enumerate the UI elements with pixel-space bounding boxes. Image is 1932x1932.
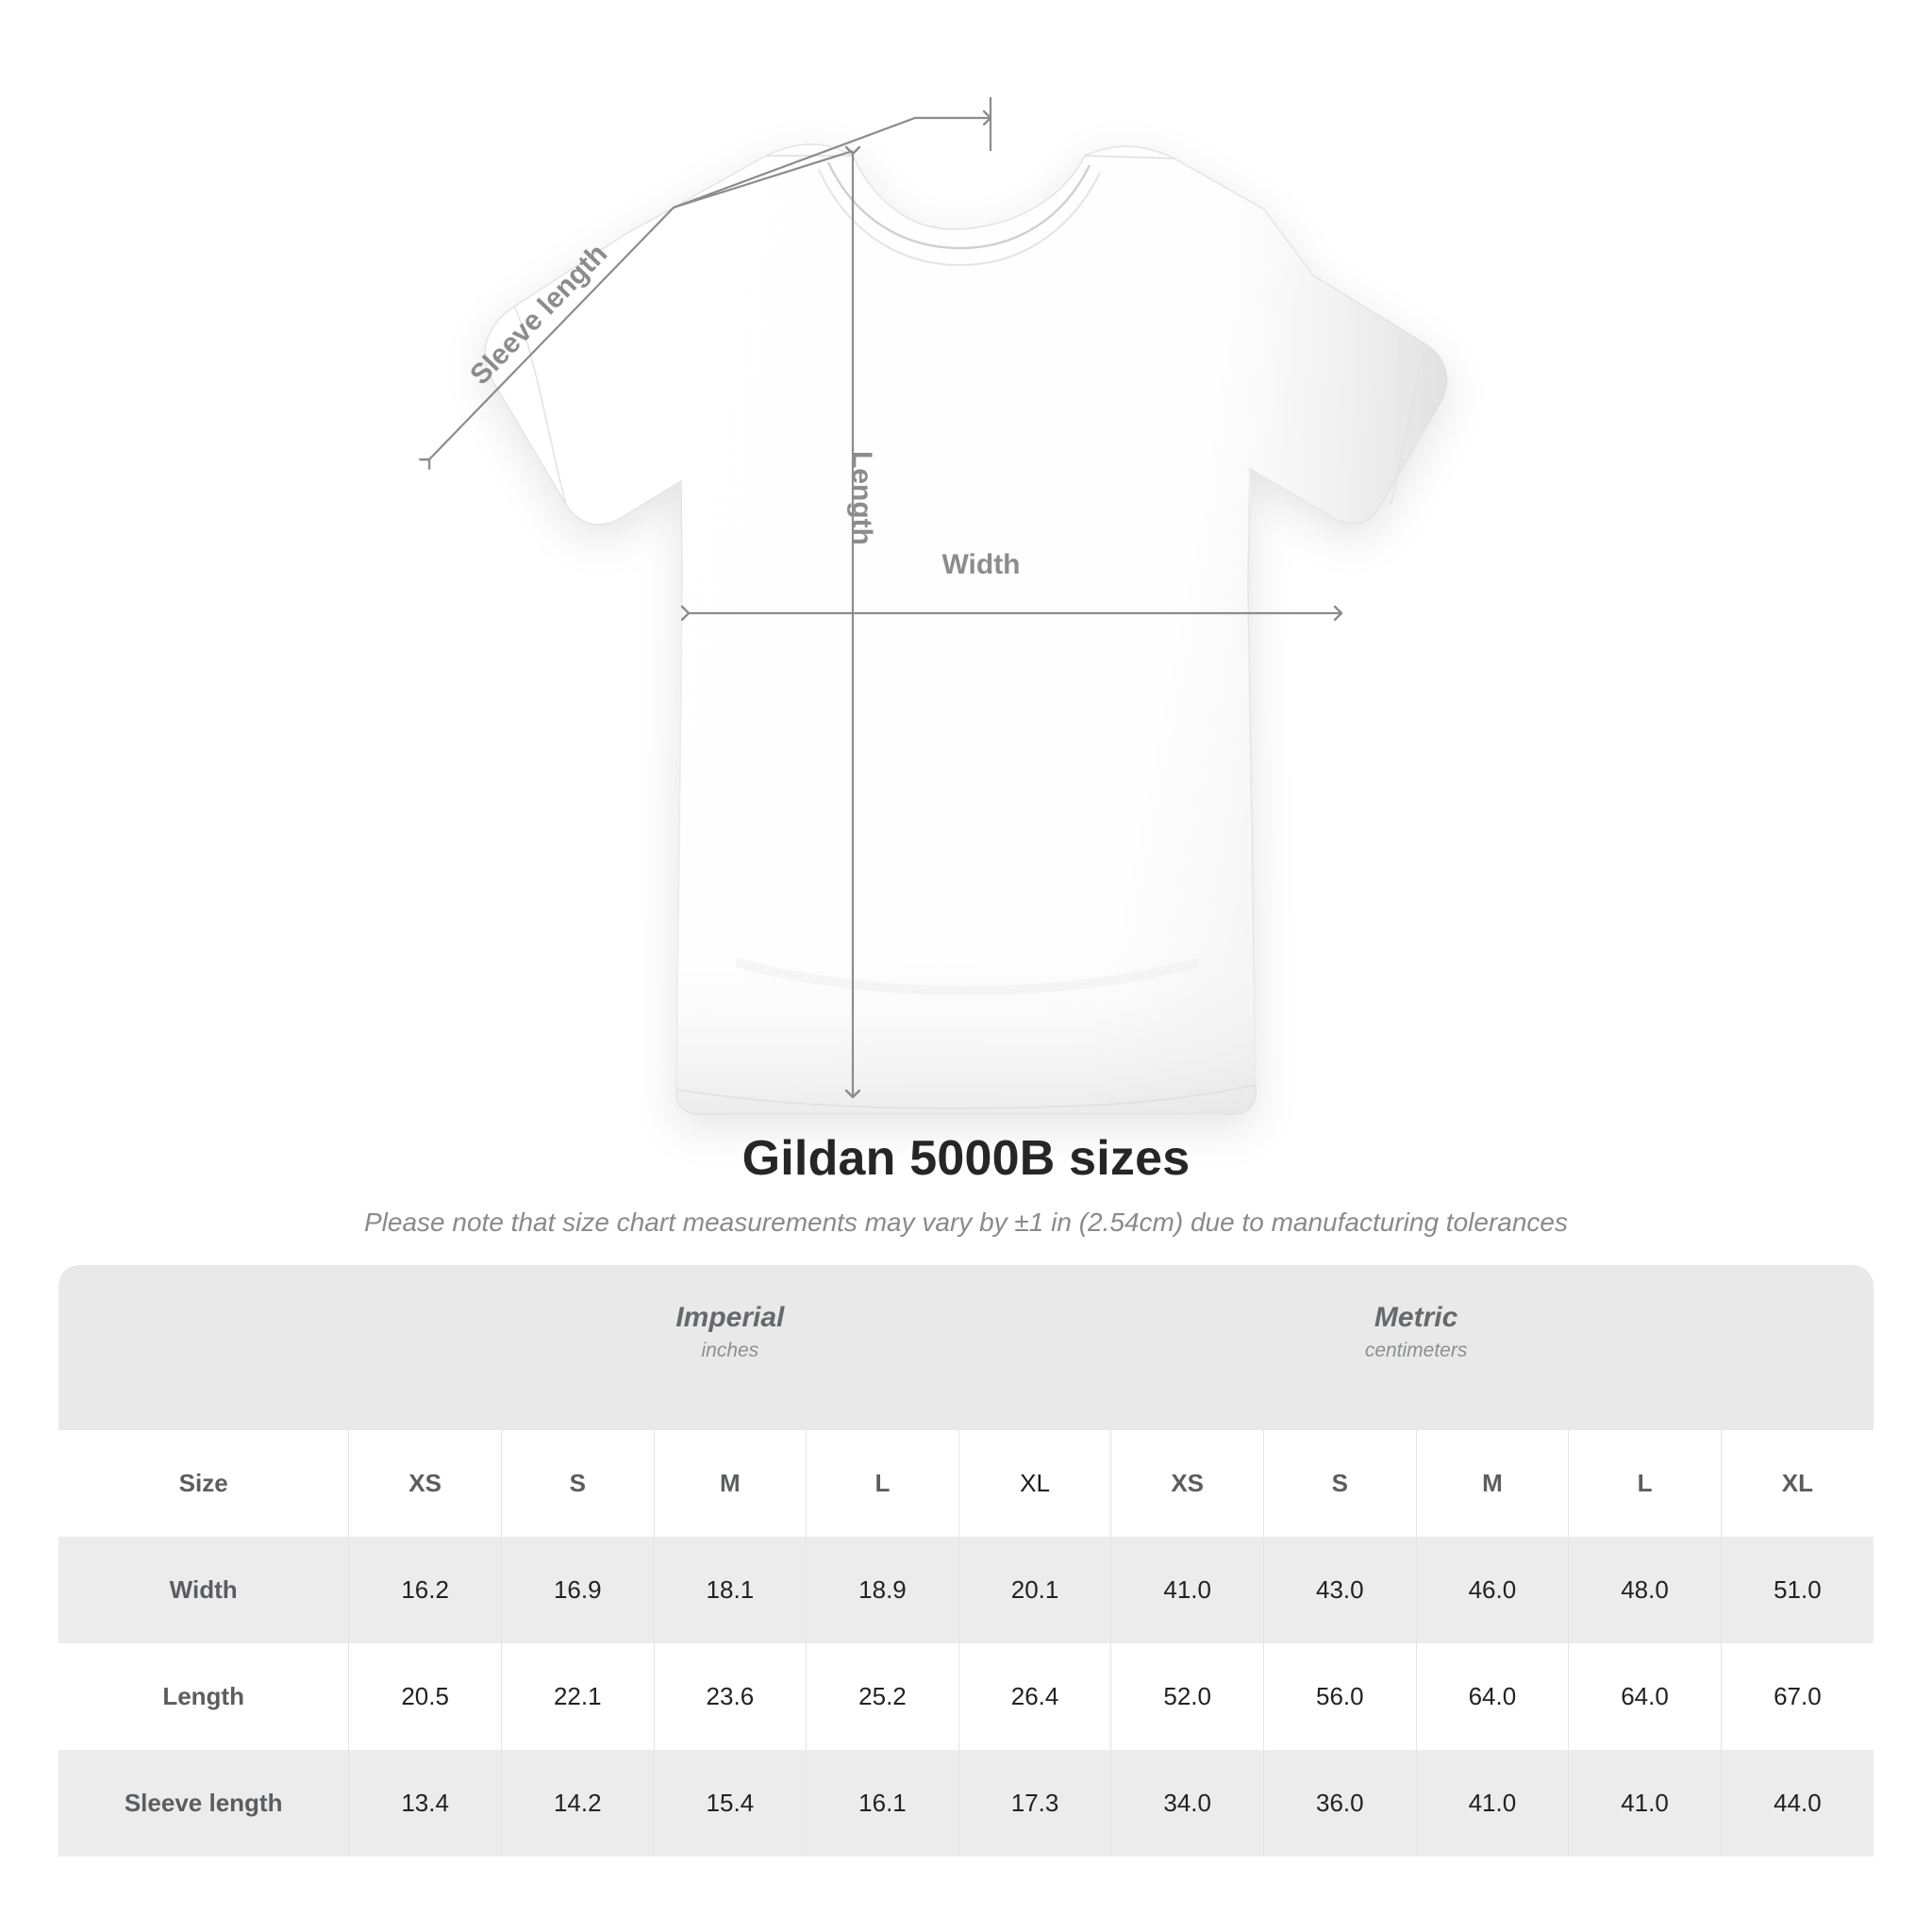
svg-text:Width: Width xyxy=(941,549,1020,580)
svg-text:Length: Length xyxy=(846,451,877,545)
